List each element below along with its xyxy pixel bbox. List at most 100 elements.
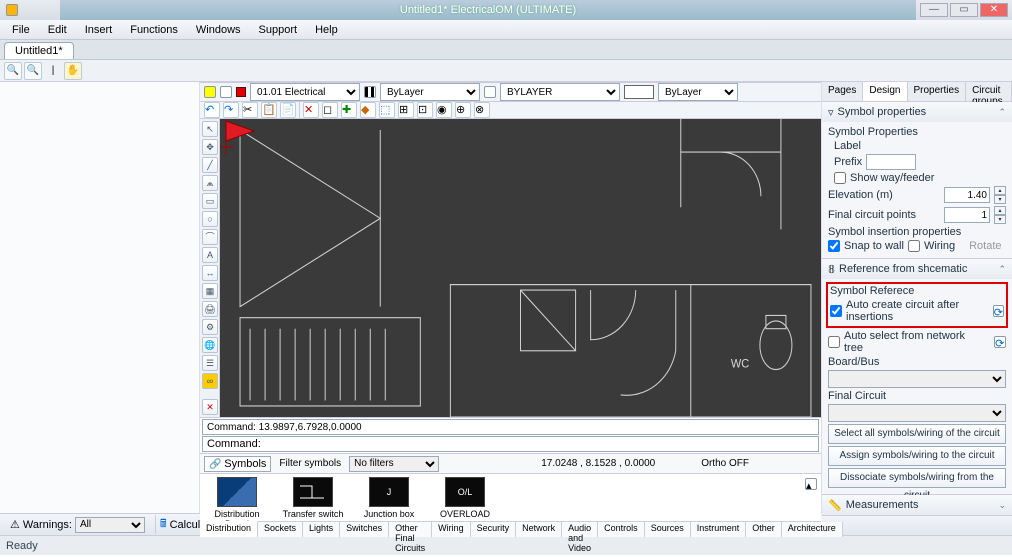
tool-icon[interactable]: ↶	[204, 102, 220, 118]
tool-icon[interactable]: ◉	[436, 102, 452, 118]
select-all-button[interactable]: Select all symbols/wiring of the circuit	[828, 424, 1006, 444]
palette-item[interactable]: Transfer switch	[282, 477, 344, 519]
hand-icon[interactable]: ✋	[64, 62, 82, 80]
palette-tab[interactable]: Sources	[645, 522, 691, 537]
link-icon[interactable]: ∞	[202, 373, 218, 389]
tool-icon[interactable]: ✕	[303, 102, 319, 118]
pan-icon[interactable]: ✥	[202, 139, 218, 155]
palette-tab[interactable]: Security	[471, 522, 517, 537]
menu-functions[interactable]: Functions	[122, 22, 186, 38]
tool-icon[interactable]: ⬚	[379, 102, 395, 118]
minimize-button[interactable]: —	[920, 3, 948, 17]
warnings-filter-select[interactable]: All	[75, 517, 145, 533]
tool-icon[interactable]: 📋	[261, 102, 277, 118]
close-button[interactable]: ✕	[980, 3, 1008, 17]
zoom-in-icon[interactable]: 🔍	[4, 62, 22, 80]
wiring-checkbox[interactable]	[908, 240, 920, 252]
command-input[interactable]	[265, 437, 814, 451]
auto-select-checkbox[interactable]	[828, 336, 840, 348]
circle-icon[interactable]: ○	[202, 211, 218, 227]
tool-icon[interactable]: ⊡	[417, 102, 433, 118]
settings-icon[interactable]: ⚙	[202, 319, 218, 335]
close-tool-icon[interactable]: ✕	[202, 399, 218, 415]
tool-icon[interactable]: ✚	[341, 102, 357, 118]
palette-tab[interactable]: Architecture	[782, 522, 843, 537]
document-tab[interactable]: Untitled1*	[4, 42, 74, 59]
menu-insert[interactable]: Insert	[77, 22, 121, 38]
symbols-badge[interactable]: 🔗 Symbols	[204, 456, 271, 472]
menu-help[interactable]: Help	[307, 22, 346, 38]
menu-windows[interactable]: Windows	[188, 22, 249, 38]
menu-file[interactable]: File	[4, 22, 38, 38]
cursor-icon[interactable]: ↖	[202, 121, 218, 137]
palette-item[interactable]: J Junction box	[358, 477, 420, 519]
final-circuit-select[interactable]	[828, 404, 1006, 422]
tool-icon[interactable]: ✂	[242, 102, 258, 118]
polyline-icon[interactable]: ⩕	[202, 175, 218, 191]
elevation-input[interactable]	[944, 187, 990, 203]
palette-item[interactable]: O/L OVERLOAD	[434, 477, 496, 519]
line-weight-select[interactable]: BYLAYER	[500, 83, 620, 101]
tab-design[interactable]: Design	[863, 82, 907, 101]
spin-down-icon[interactable]: ▾	[994, 215, 1006, 224]
lock-icon[interactable]	[220, 86, 232, 98]
zoom-out-icon[interactable]: 🔍	[24, 62, 42, 80]
menu-support[interactable]: Support	[251, 22, 306, 38]
spin-down-icon[interactable]: ▾	[994, 195, 1006, 204]
arc-icon[interactable]: ⌒	[202, 229, 218, 245]
palette-tab[interactable]: Wiring	[432, 522, 471, 537]
tool-icon[interactable]: ↷	[223, 102, 239, 118]
maximize-button[interactable]: ▭	[950, 3, 978, 17]
layer-select[interactable]: 01.01 Electrical	[250, 83, 360, 101]
fcp-input[interactable]	[944, 207, 990, 223]
palette-tab[interactable]: Other	[746, 522, 782, 537]
tool-icon[interactable]: ⊕	[455, 102, 471, 118]
spin-up-icon[interactable]: ▴	[994, 206, 1006, 215]
dim-icon[interactable]: ↔	[202, 265, 218, 281]
tool-icon[interactable]: ⊞	[398, 102, 414, 118]
line-style-select[interactable]: ByLayer	[380, 83, 480, 101]
tool-icon[interactable]: 📄	[280, 102, 296, 118]
rect-icon[interactable]: ▭	[202, 193, 218, 209]
palette-tab[interactable]: Switches	[340, 522, 389, 537]
spin-up-icon[interactable]: ▴	[994, 186, 1006, 195]
filter-select[interactable]: No filters	[349, 456, 439, 472]
scroll-up-icon[interactable]: ▴	[805, 478, 817, 490]
palette-tab[interactable]: Other Final Circuits	[389, 522, 432, 537]
board-select[interactable]	[828, 370, 1006, 388]
prefix-input[interactable]	[866, 154, 916, 170]
tool-icon[interactable]: ◆	[360, 102, 376, 118]
tool-icon[interactable]: ⊗	[474, 102, 490, 118]
dissociate-button[interactable]: Dissociate symbols/wiring from the circu…	[828, 468, 1006, 488]
globe-icon[interactable]: 🌐	[202, 337, 218, 353]
tab-properties[interactable]: Properties	[908, 82, 967, 101]
print-icon[interactable]: 🖨	[202, 301, 218, 317]
collapse-icon[interactable]: ⌃	[998, 107, 1006, 118]
refresh-icon[interactable]: ⟳	[994, 336, 1006, 348]
palette-tab[interactable]: Network	[516, 522, 562, 537]
assign-button[interactable]: Assign symbols/wiring to the circuit	[828, 446, 1006, 466]
tool-icon[interactable]: ◻	[322, 102, 338, 118]
layers-icon[interactable]: ☰	[202, 355, 218, 371]
color-style-select[interactable]: ByLayer	[658, 83, 738, 101]
bulb-icon[interactable]	[204, 86, 216, 98]
palette-tab[interactable]: Instrument	[691, 522, 747, 537]
color-swatch[interactable]	[624, 85, 654, 99]
drawing-canvas[interactable]: WC	[220, 119, 821, 417]
palette-tab[interactable]: Sockets	[258, 522, 303, 537]
menu-edit[interactable]: Edit	[40, 22, 75, 38]
line-icon[interactable]: ╱	[202, 157, 218, 173]
auto-create-checkbox[interactable]	[830, 305, 842, 317]
hatch-icon[interactable]: ▦	[202, 283, 218, 299]
show-way-checkbox[interactable]	[834, 172, 846, 184]
tab-circuit-groups[interactable]: Circuit groups	[966, 82, 1012, 101]
palette-tab[interactable]: Controls	[598, 522, 645, 537]
tab-pages[interactable]: Pages	[822, 82, 863, 101]
palette-tab[interactable]: Audio and Video	[562, 522, 598, 537]
collapse-icon[interactable]: ⌃	[998, 264, 1006, 275]
palette-tab[interactable]: Distribution	[200, 521, 258, 537]
palette-tab[interactable]: Lights	[303, 522, 340, 537]
refresh-icon[interactable]: ⟳	[993, 305, 1004, 317]
expand-icon[interactable]: ⌄	[998, 500, 1006, 511]
text-icon[interactable]: A	[202, 247, 218, 263]
